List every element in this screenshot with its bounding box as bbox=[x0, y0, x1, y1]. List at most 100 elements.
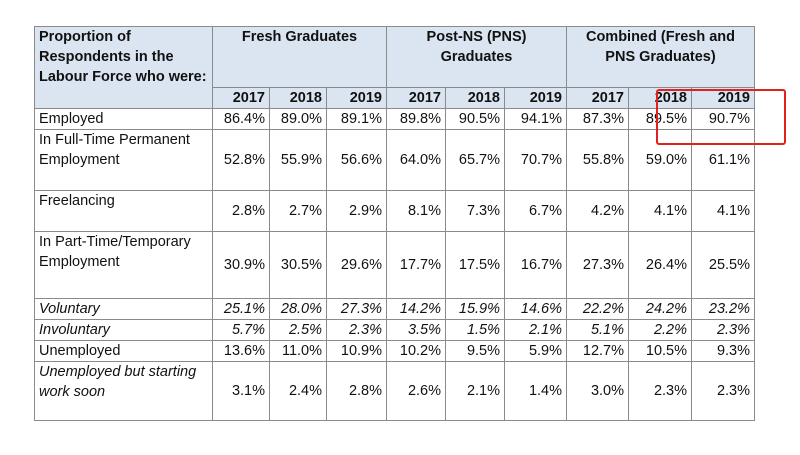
highlight-box bbox=[656, 89, 786, 145]
table-cell: 89.0% bbox=[269, 108, 327, 130]
table-cell: 2.3% bbox=[326, 319, 387, 341]
table-cell: 25.5% bbox=[691, 231, 755, 299]
table-cell: 2.7% bbox=[269, 190, 327, 232]
table-cell: 2.1% bbox=[504, 319, 567, 341]
table-cell: 56.6% bbox=[326, 129, 387, 191]
table-cell: 89.8% bbox=[386, 108, 446, 130]
table-cell: 2.3% bbox=[628, 361, 692, 421]
group-fresh-graduates: Fresh Graduates bbox=[212, 26, 387, 88]
table-cell: 2.8% bbox=[212, 190, 270, 232]
labour-force-table: Proportion of Respondents in the Labour … bbox=[34, 26, 755, 421]
table-cell: 28.0% bbox=[269, 298, 327, 320]
group-header-row: Proportion of Respondents in the Labour … bbox=[34, 26, 755, 109]
table-cell: 4.1% bbox=[691, 190, 755, 232]
table-cell: 87.3% bbox=[566, 108, 629, 130]
row-label: In Full-Time Permanent Employment bbox=[34, 129, 213, 191]
row-full-time: In Full-Time Permanent Employment 52.8% … bbox=[34, 129, 755, 191]
table-cell: 59.0% bbox=[628, 129, 692, 191]
year-header: 2017 bbox=[386, 87, 446, 109]
table-cell: 64.0% bbox=[386, 129, 446, 191]
year-header: 2017 bbox=[566, 87, 629, 109]
year-header: 2017 bbox=[212, 87, 270, 109]
table-cell: 5.9% bbox=[504, 340, 567, 362]
table-cell: 94.1% bbox=[504, 108, 567, 130]
table-cell: 4.2% bbox=[566, 190, 629, 232]
row-freelancing: Freelancing 2.8% 2.7% 2.9% 8.1% 7.3% 6.7… bbox=[34, 190, 755, 232]
table-cell: 3.5% bbox=[386, 319, 446, 341]
row-label: Involuntary bbox=[34, 319, 213, 341]
table-cell: 70.7% bbox=[504, 129, 567, 191]
table-cell: 13.6% bbox=[212, 340, 270, 362]
row-voluntary: Voluntary 25.1% 28.0% 27.3% 14.2% 15.9% … bbox=[34, 298, 755, 320]
table-cell: 7.3% bbox=[445, 190, 505, 232]
table-cell: 25.1% bbox=[212, 298, 270, 320]
row-label: Unemployed but starting work soon bbox=[34, 361, 213, 421]
table-cell: 55.8% bbox=[566, 129, 629, 191]
table-cell: 26.4% bbox=[628, 231, 692, 299]
row-label: In Part-Time/Temporary Employment bbox=[34, 231, 213, 299]
table-cell: 22.2% bbox=[566, 298, 629, 320]
table-cell: 16.7% bbox=[504, 231, 567, 299]
table-cell: 2.5% bbox=[269, 319, 327, 341]
group-label: Fresh Graduates bbox=[241, 29, 358, 45]
year-header: 2018 bbox=[628, 87, 692, 109]
year-header: 2019 bbox=[691, 87, 755, 109]
table-cell: 52.8% bbox=[212, 129, 270, 191]
table-cell: 30.5% bbox=[269, 231, 327, 299]
table-cell: 6.7% bbox=[504, 190, 567, 232]
table-cell: 2.8% bbox=[326, 361, 387, 421]
table-cell: 15.9% bbox=[445, 298, 505, 320]
row-part-time: In Part-Time/Temporary Employment 30.9% … bbox=[34, 231, 755, 299]
table-cell: 29.6% bbox=[326, 231, 387, 299]
table-cell: 2.3% bbox=[691, 319, 755, 341]
table-cell: 2.1% bbox=[445, 361, 505, 421]
row-label: Unemployed bbox=[34, 340, 213, 362]
row-label-header: Proportion of Respondents in the Labour … bbox=[34, 26, 213, 109]
table-cell: 90.5% bbox=[445, 108, 505, 130]
group-combined: Combined (Fresh and PNS Graduates) bbox=[566, 26, 755, 88]
table-cell: 5.1% bbox=[566, 319, 629, 341]
table-cell: 2.9% bbox=[326, 190, 387, 232]
table-cell: 10.2% bbox=[386, 340, 446, 362]
table-cell: 10.9% bbox=[326, 340, 387, 362]
year-header: 2018 bbox=[269, 87, 327, 109]
row-label: Freelancing bbox=[34, 190, 213, 232]
table-cell: 17.7% bbox=[386, 231, 446, 299]
table-cell: 10.5% bbox=[628, 340, 692, 362]
row-involuntary: Involuntary 5.7% 2.5% 2.3% 3.5% 1.5% 2.1… bbox=[34, 319, 755, 341]
table-cell: 11.0% bbox=[269, 340, 327, 362]
year-header: 2019 bbox=[504, 87, 567, 109]
table-cell: 65.7% bbox=[445, 129, 505, 191]
table-cell: 9.3% bbox=[691, 340, 755, 362]
table-cell: 1.5% bbox=[445, 319, 505, 341]
table-cell: 14.6% bbox=[504, 298, 567, 320]
table-cell: 89.1% bbox=[326, 108, 387, 130]
row-unemployed: Unemployed 13.6% 11.0% 10.9% 10.2% 9.5% … bbox=[34, 340, 755, 362]
table-cell: 27.3% bbox=[566, 231, 629, 299]
row-label: Employed bbox=[34, 108, 213, 130]
row-starting-soon: Unemployed but starting work soon 3.1% 2… bbox=[34, 361, 755, 421]
row-employed: Employed 86.4% 89.0% 89.1% 89.8% 90.5% 9… bbox=[34, 108, 755, 130]
row-label: Voluntary bbox=[34, 298, 213, 320]
table-cell: 2.2% bbox=[628, 319, 692, 341]
group-label: Combined (Fresh and PNS Graduates) bbox=[585, 29, 736, 65]
table-cell: 55.9% bbox=[269, 129, 327, 191]
table-container: Proportion of Respondents in the Labour … bbox=[34, 26, 755, 421]
table-cell: 5.7% bbox=[212, 319, 270, 341]
table-cell: 23.2% bbox=[691, 298, 755, 320]
table-cell: 30.9% bbox=[212, 231, 270, 299]
table-cell: 12.7% bbox=[566, 340, 629, 362]
table-cell: 17.5% bbox=[445, 231, 505, 299]
table-cell: 3.0% bbox=[566, 361, 629, 421]
table-cell: 2.3% bbox=[691, 361, 755, 421]
year-header: 2019 bbox=[326, 87, 387, 109]
group-pns-graduates: Post-NS (PNS) Graduates bbox=[386, 26, 567, 88]
table-cell: 61.1% bbox=[691, 129, 755, 191]
table-cell: 9.5% bbox=[445, 340, 505, 362]
table-cell: 86.4% bbox=[212, 108, 270, 130]
group-label: Post-NS (PNS) Graduates bbox=[426, 29, 527, 65]
table-cell: 2.4% bbox=[269, 361, 327, 421]
table-cell: 1.4% bbox=[504, 361, 567, 421]
table-cell: 4.1% bbox=[628, 190, 692, 232]
table-cell: 3.1% bbox=[212, 361, 270, 421]
